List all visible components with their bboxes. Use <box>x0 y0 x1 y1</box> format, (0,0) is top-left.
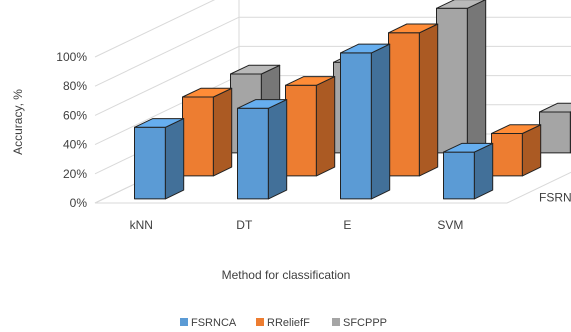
gridline <box>94 45 571 116</box>
legend-label: SFCPPP <box>343 317 387 329</box>
bar-FSRNCA-SVM <box>443 142 494 200</box>
legend-swatch <box>332 318 340 326</box>
y-tick-label: 0% <box>70 196 88 210</box>
legend-label: FSRNCA <box>191 317 237 329</box>
y-tick-label: 80% <box>63 79 87 93</box>
y-tick-label: 20% <box>63 167 87 181</box>
x-tick-label: DT <box>236 218 253 232</box>
bar-RReliefF-DT <box>285 76 336 177</box>
labels: Accuracy, % Method for classification 0%… <box>11 50 571 282</box>
y-tick-label: 40% <box>63 138 87 152</box>
bar-RReliefF-SVM <box>491 124 542 177</box>
y-tick-label: 100% <box>56 50 87 64</box>
gridline <box>94 0 216 58</box>
depth-tick-label: FSRNCA <box>539 191 571 205</box>
x-tick-label: kNN <box>130 218 153 232</box>
x-tick-label: SVM <box>437 218 463 232</box>
bar-RReliefF-E <box>388 23 439 177</box>
bar-RReliefF-kNN <box>182 87 233 177</box>
legend-swatch <box>256 318 264 326</box>
x-tick-label: E <box>343 218 351 232</box>
bar-FSRNCA-kNN <box>134 118 185 200</box>
x-axis-title: Method for classification <box>222 268 351 282</box>
y-axis-title: Accuracy, % <box>11 89 25 155</box>
bars <box>134 0 571 200</box>
bar-SFCPPP-SVM <box>539 102 571 154</box>
bar-FSRNCA-DT <box>237 99 288 200</box>
legend-swatch <box>180 318 188 326</box>
bar-FSRNCA-E <box>340 43 391 200</box>
bar-SFCPPP-E <box>436 0 487 154</box>
y-tick-label: 60% <box>63 108 87 122</box>
legend-label: RReliefF <box>267 317 310 329</box>
legend: FSRNCA RReliefF SFCPPP <box>180 317 387 329</box>
gridline <box>94 16 571 87</box>
